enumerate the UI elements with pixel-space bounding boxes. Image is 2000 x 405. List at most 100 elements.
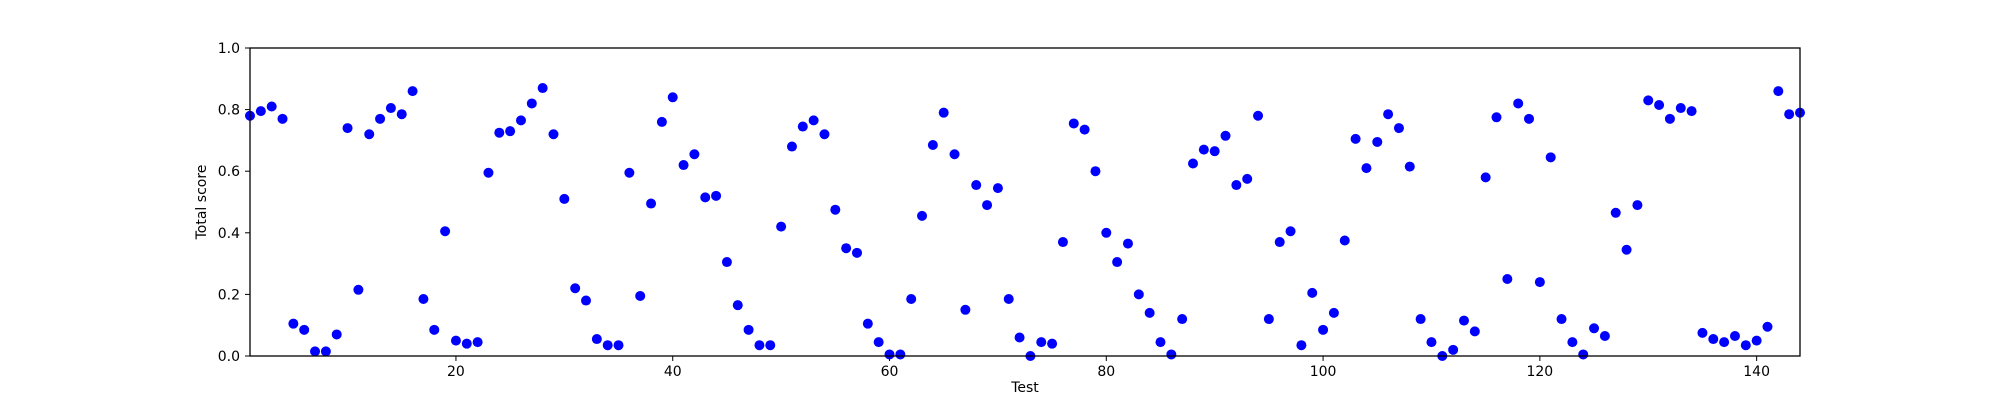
data-point: [1014, 332, 1025, 343]
data-point: [1231, 180, 1242, 191]
data-point: [1307, 287, 1318, 298]
x-axis-label: Test: [1010, 380, 1039, 396]
data-point: [1274, 237, 1285, 248]
data-point: [1729, 330, 1740, 341]
data-point: [1697, 327, 1708, 338]
data-point: [450, 335, 461, 346]
data-point: [656, 116, 667, 127]
x-tick-label: 140: [1743, 364, 1770, 380]
x-tick-label: 100: [1310, 364, 1337, 380]
data-point: [472, 337, 483, 348]
data-point: [255, 106, 266, 117]
y-tick-label: 0.6: [218, 164, 240, 180]
data-point: [266, 101, 277, 112]
data-point: [754, 340, 765, 351]
data-point: [1079, 124, 1090, 135]
data-point: [494, 127, 505, 138]
x-tick-label: 120: [1526, 364, 1553, 380]
data-point: [1328, 307, 1339, 318]
data-point: [1361, 163, 1372, 174]
data-point: [1263, 314, 1274, 325]
y-tick-label: 1.0: [218, 41, 240, 57]
data-point: [711, 190, 722, 201]
data-point: [841, 243, 852, 254]
data-point: [992, 183, 1003, 194]
data-point: [624, 167, 635, 178]
data-point: [1458, 315, 1469, 326]
data-point: [1144, 307, 1155, 318]
data-point: [1751, 335, 1762, 346]
data-point: [1090, 166, 1101, 177]
data-point: [1242, 173, 1253, 184]
data-point: [613, 340, 624, 351]
y-tick-label: 0.2: [218, 287, 240, 303]
data-point: [1643, 95, 1654, 106]
data-point: [862, 318, 873, 329]
data-point: [570, 283, 581, 294]
data-point: [689, 149, 700, 160]
data-point: [1188, 158, 1199, 169]
data-point: [429, 324, 440, 335]
data-point: [1686, 106, 1697, 117]
data-point: [1253, 110, 1264, 121]
data-point: [971, 180, 982, 191]
data-point: [982, 200, 993, 211]
data-point: [830, 204, 841, 215]
data-point: [1057, 237, 1068, 248]
data-point: [1599, 330, 1610, 341]
data-point: [786, 141, 797, 152]
data-point: [1621, 244, 1632, 255]
y-axis-ticks: 0.0 0.2 0.4 0.6 0.8 1.0: [218, 41, 250, 365]
data-points: [245, 83, 1805, 361]
data-point: [1773, 86, 1784, 97]
data-point: [927, 140, 938, 151]
data-point: [678, 160, 689, 171]
data-point: [375, 113, 386, 124]
data-point: [320, 346, 331, 357]
data-point: [700, 192, 711, 203]
data-point: [1719, 337, 1730, 348]
data-point: [765, 340, 776, 351]
data-point: [1068, 118, 1079, 129]
data-point: [1513, 98, 1524, 109]
data-point: [1502, 274, 1513, 284]
data-point: [1047, 338, 1058, 349]
data-point: [949, 149, 960, 160]
data-point: [895, 349, 906, 360]
data-point: [667, 92, 678, 103]
data-point: [776, 221, 787, 232]
data-point: [1545, 152, 1556, 163]
y-tick-label: 0.4: [218, 226, 240, 242]
data-point: [938, 107, 949, 118]
data-point: [1101, 227, 1112, 238]
data-point: [1220, 130, 1231, 141]
data-point: [851, 247, 862, 258]
data-point: [515, 115, 526, 126]
data-point: [1393, 123, 1404, 134]
data-point: [1209, 146, 1220, 157]
data-point: [418, 294, 429, 305]
data-point: [1762, 321, 1773, 332]
data-point: [1415, 314, 1426, 325]
plot-frame: [249, 47, 1801, 357]
x-tick-label: 40: [664, 364, 682, 380]
data-point: [635, 290, 646, 301]
data-point: [917, 210, 928, 221]
data-point: [1480, 172, 1491, 183]
data-point: [1632, 200, 1643, 211]
x-tick-label: 80: [1097, 364, 1115, 380]
data-point: [1296, 340, 1307, 351]
data-point: [1534, 277, 1545, 288]
data-point: [1556, 314, 1567, 325]
data-point: [1133, 289, 1144, 300]
data-point: [602, 340, 613, 351]
data-point: [732, 300, 743, 311]
data-point: [1198, 144, 1209, 155]
data-point: [440, 226, 451, 237]
data-point: [483, 167, 494, 178]
data-point: [537, 83, 548, 94]
data-point: [1036, 337, 1047, 348]
x-tick-label: 20: [447, 364, 465, 380]
data-point: [797, 121, 808, 132]
